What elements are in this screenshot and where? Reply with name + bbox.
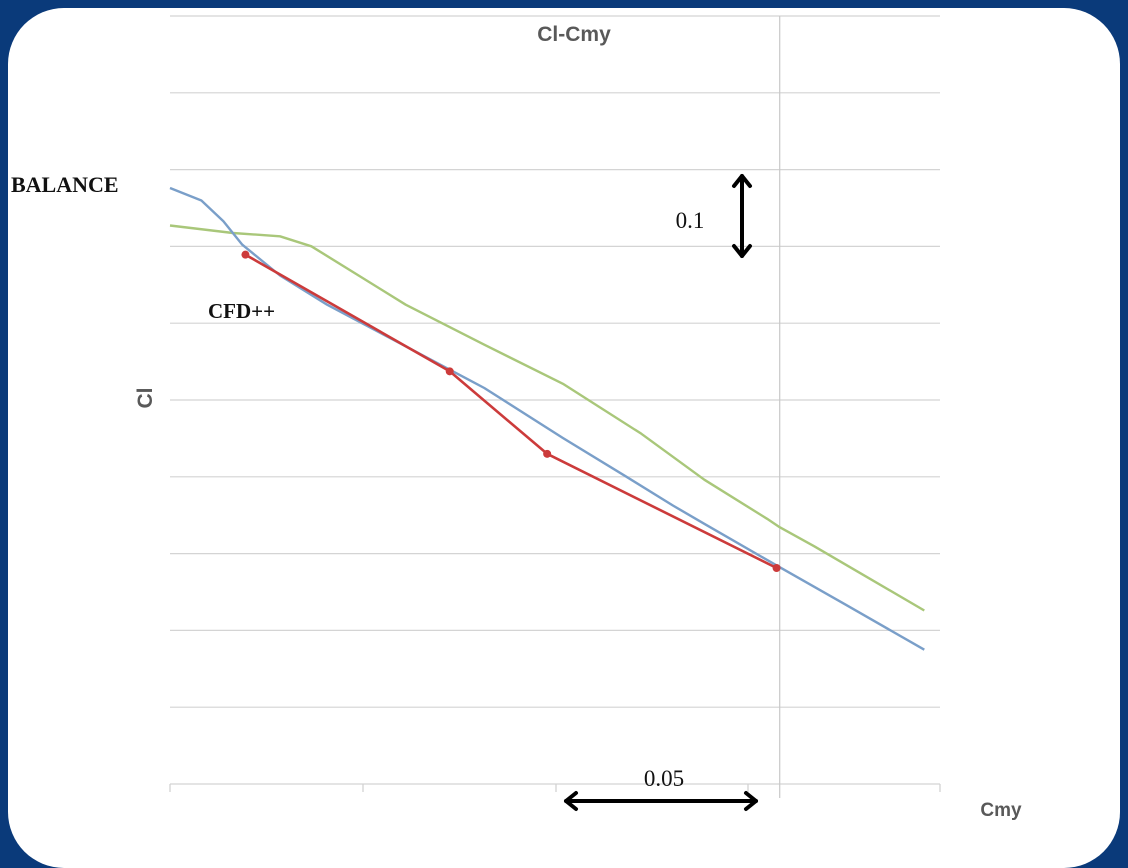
x-step-arrow — [564, 791, 758, 811]
series-line-0 — [169, 186, 925, 651]
x-step-annotation: 0.05 — [644, 766, 684, 791]
y-step-arrow — [732, 174, 752, 258]
slide-frame: Cl-Cmy Cmy Cl BALANCE CFD++ 0.1 0.05 — [8, 8, 1120, 868]
x-axis-label: Cmy — [980, 800, 1022, 821]
series-layer — [169, 186, 925, 651]
series-line-2 — [244, 253, 778, 570]
data-point-cfd-0 — [241, 250, 250, 259]
data-point-cfd-2 — [543, 449, 552, 458]
grid — [169, 15, 941, 798]
chart-title: Cl-Cmy — [537, 23, 611, 46]
series-label-cfd: CFD++ — [208, 299, 275, 323]
series-label-balance: BALANCE — [11, 172, 119, 197]
cl-cmy-chart: Cl-Cmy Cmy Cl BALANCE CFD++ 0.1 0.05 — [11, 15, 1022, 821]
data-point-cfd-1 — [445, 367, 454, 376]
data-point-cfd-3 — [772, 564, 781, 572]
series-line-1 — [169, 224, 925, 612]
y-step-annotation: 0.1 — [676, 208, 705, 233]
y-axis-label: Cl — [134, 388, 157, 409]
